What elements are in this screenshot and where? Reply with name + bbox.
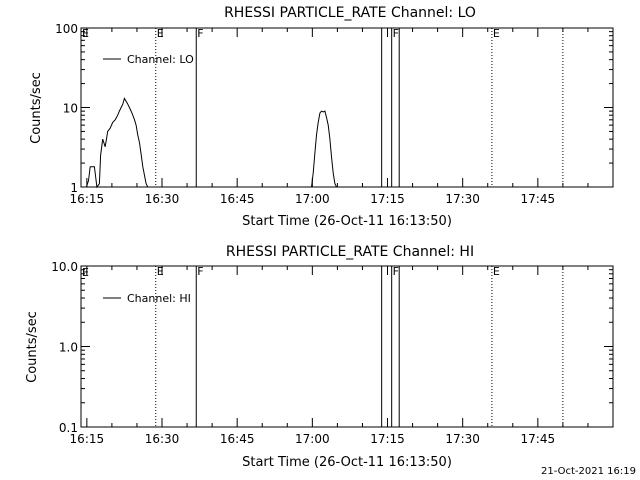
x-tick-label: 16:15 (70, 192, 105, 206)
x-tick-label: 17:15 (370, 192, 405, 206)
x-tick-label: 17:30 (445, 192, 480, 206)
x-axis-label-hi: Start Time (26-Oct-11 16:13:50) (242, 455, 452, 470)
legend-label-lo: Channel: LO (127, 53, 194, 66)
legend-label-hi: Channel: HI (127, 292, 191, 305)
event-line-label: E (493, 265, 500, 278)
x-tick-label: 16:45 (220, 432, 255, 446)
event-line-label: E (493, 27, 500, 40)
corner-label-hi: E (82, 266, 89, 279)
data-series-line (85, 97, 153, 189)
plot-frame-lo (80, 27, 614, 188)
x-tick-label: 16:45 (220, 192, 255, 206)
x-tick-label: 17:00 (295, 192, 330, 206)
y-tick-label: 1.0 (59, 341, 78, 355)
chart-title-lo: RHESSI PARTICLE_RATE Channel: LO (224, 5, 476, 21)
event-line-label: F (197, 27, 203, 40)
x-tick-label: 16:30 (145, 192, 180, 206)
y-tick-label: 100 (55, 22, 78, 36)
y-axis-label-lo: Counts/sec (29, 72, 44, 144)
event-line-label: F (197, 265, 203, 278)
x-tick-label: 16:30 (145, 432, 180, 446)
panel-lo: RHESSI PARTICLE_RATE Channel: LO Start T… (29, 5, 614, 229)
panel-hi: RHESSI PARTICLE_RATE Channel: HI Start T… (25, 244, 614, 470)
y-tick-label: 1 (70, 181, 78, 195)
event-line-label: E (157, 265, 164, 278)
footer-timestamp: 21-Oct-2021 16:19 (541, 466, 636, 477)
event-line-label: F (393, 27, 399, 40)
y-tick-label: 10 (63, 102, 78, 116)
event-line-label: F (393, 265, 399, 278)
legend-lo: Channel: LO (103, 53, 194, 66)
x-tick-label: 17:45 (521, 432, 556, 446)
y-tick-label: 10.0 (51, 260, 78, 274)
y-tick-label: 0.1 (59, 421, 78, 435)
x-tick-label: 17:30 (445, 432, 480, 446)
chart-title-hi: RHESSI PARTICLE_RATE Channel: HI (226, 244, 474, 260)
event-line-label: E (157, 27, 164, 40)
x-tick-label: 17:45 (521, 192, 556, 206)
legend-hi: Channel: HI (103, 292, 191, 305)
x-tick-label: 16:15 (70, 432, 105, 446)
data-series-line (309, 110, 340, 188)
x-tick-label: 17:15 (370, 432, 405, 446)
x-tick-label: 17:00 (295, 432, 330, 446)
y-axis-label-hi: Counts/sec (25, 311, 40, 383)
x-axis-label-lo: Start Time (26-Oct-11 16:13:50) (242, 214, 452, 229)
plot-frame-hi (80, 265, 614, 428)
corner-label-lo: E (82, 27, 89, 40)
